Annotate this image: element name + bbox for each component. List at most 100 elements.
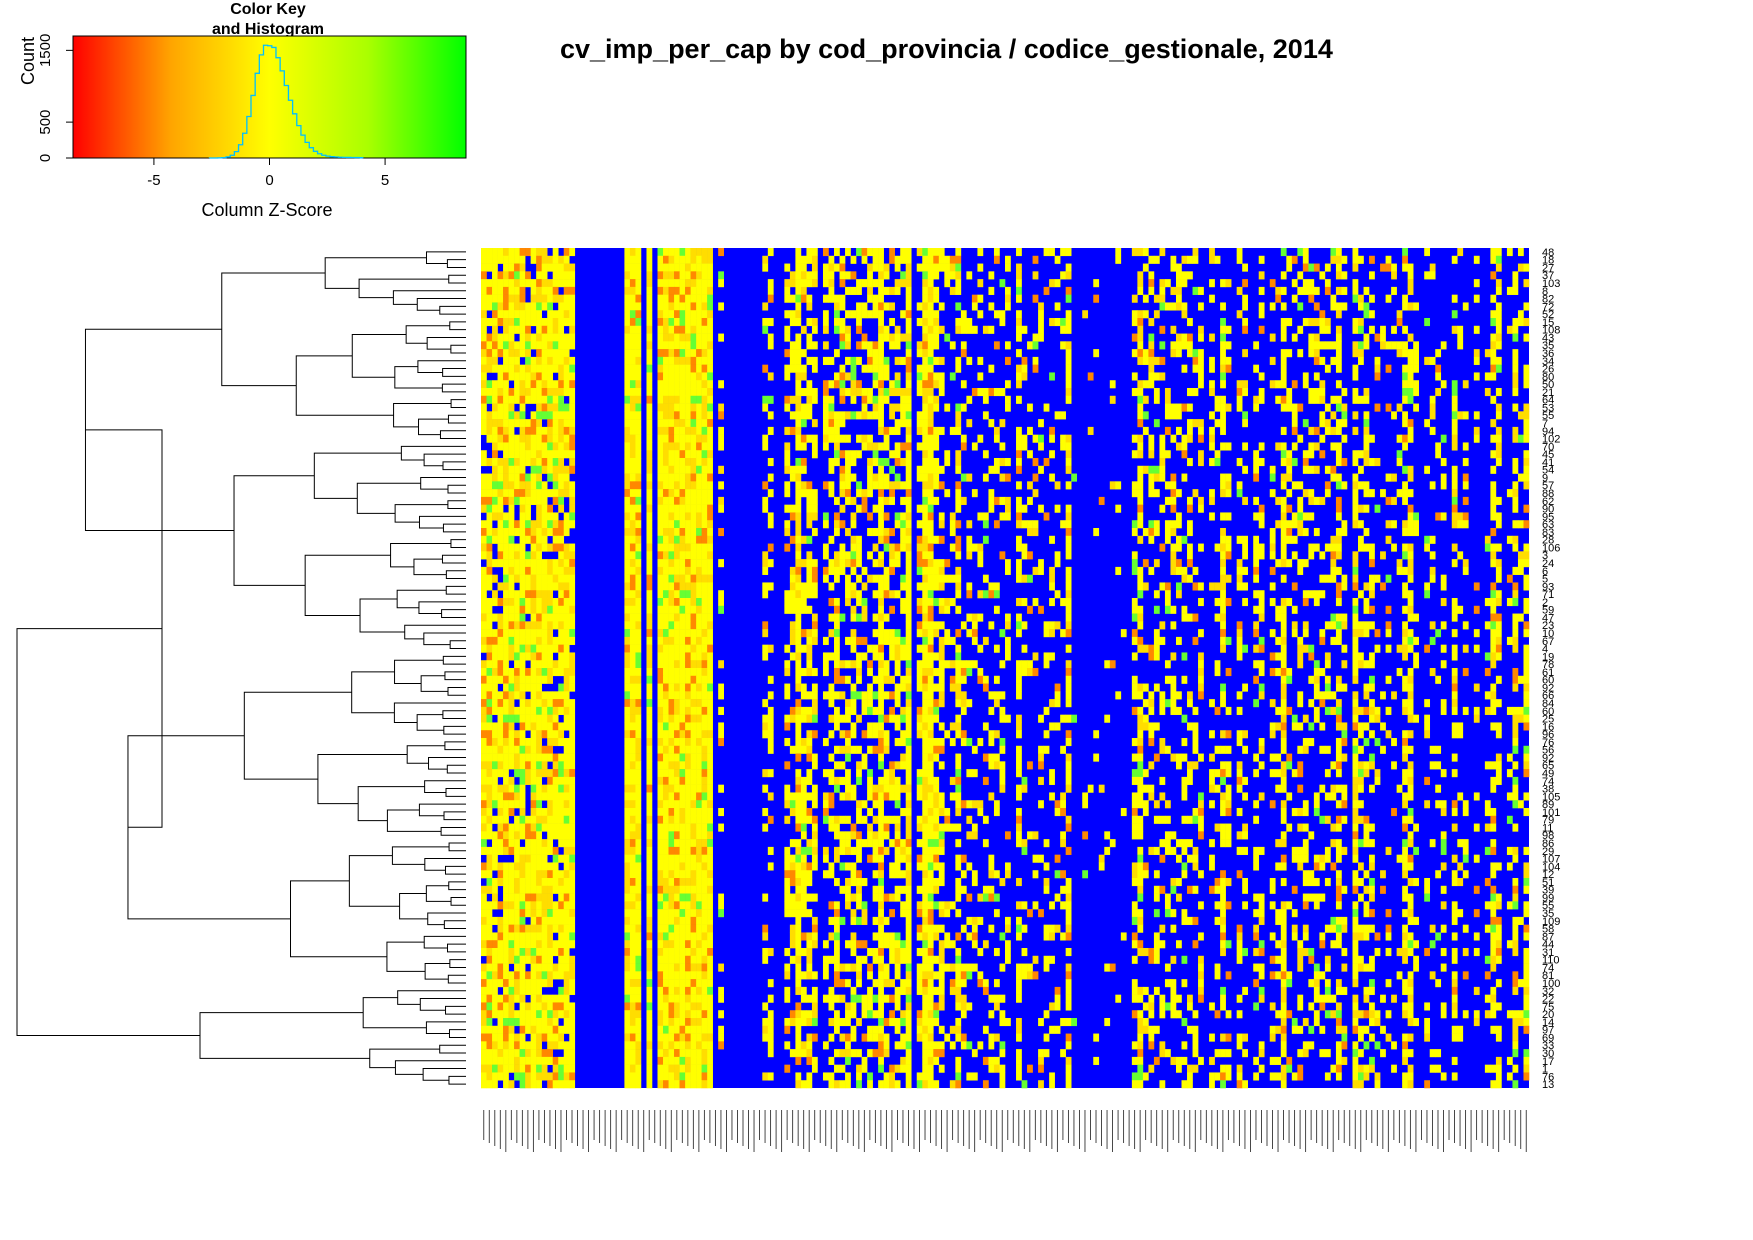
heatmap-cell [663,636,669,645]
heatmap-cell [552,481,559,490]
heatmap-cell [1335,426,1342,435]
heatmap-cell [1170,411,1177,420]
heatmap-cell [1490,652,1497,661]
heatmap-cell [1512,714,1519,723]
heatmap-cell [558,450,565,459]
heatmap-cell [1330,706,1337,715]
heatmap-cell [547,559,554,568]
heatmap-cell [1407,434,1414,443]
heatmap-cell [1313,349,1320,358]
heatmap-cell [530,660,537,669]
heatmap-cell [944,660,951,669]
heatmap-cell [1352,325,1359,334]
heatmap-cell [1330,574,1337,583]
heatmap-cell [878,349,884,358]
heatmap-cell [547,419,554,428]
heatmap-cell [1236,636,1243,645]
heatmap-cell [867,574,873,583]
heatmap-cell [795,442,802,451]
heatmap-cell [503,318,509,327]
heatmap-cell [1148,450,1155,459]
heatmap-cell [1175,286,1182,295]
heatmap-cell [867,442,873,451]
heatmap-cell [1054,411,1061,420]
heatmap-cell [1187,722,1193,731]
heatmap-cell [1517,559,1524,568]
heatmap-cell [701,294,708,303]
heatmap-cell [1253,551,1260,560]
heatmap-cell [822,310,829,319]
heatmap-cell [762,481,769,490]
heatmap-cell [977,551,984,560]
heatmap-cell [1181,566,1188,575]
heatmap-cell [696,489,702,498]
color-key-x-tick-label: 5 [381,172,389,189]
heatmap-cell [646,598,653,607]
heatmap-cell [867,683,873,692]
heatmap-cell [552,636,559,645]
heatmap-cell [762,496,769,505]
heatmap-cell [508,411,515,420]
heatmap-cell [1005,496,1011,505]
heatmap-cell [569,738,576,747]
heatmap-cell [668,512,675,521]
heatmap-cell [525,520,531,529]
heatmap-cell [800,598,807,607]
heatmap-cell [492,248,498,257]
heatmap-cell [679,496,686,505]
heatmap-cell [635,442,642,451]
heatmap-cell [563,675,570,684]
heatmap-cell [1187,574,1193,583]
heatmap-cell [1043,512,1050,521]
heatmap-cell [905,574,912,583]
heatmap-cell [1462,706,1469,715]
heatmap-cell [1005,286,1011,295]
heatmap-cell [795,512,802,521]
heatmap-cell [536,683,542,692]
heatmap-cell [486,706,493,715]
heatmap-cell [955,489,962,498]
heatmap-cell [629,263,636,272]
heatmap-cell [657,333,664,342]
heatmap-cell [971,636,978,645]
heatmap-cell [492,325,498,334]
heatmap-cell [1440,341,1447,350]
heatmap-cell [674,528,680,537]
heatmap-cell [966,551,973,560]
heatmap-cell [789,574,796,583]
heatmap-cell [663,489,669,498]
heatmap-cell [1198,582,1204,591]
heatmap-cell [685,356,691,365]
heatmap-cell [530,683,537,692]
heatmap-cell [685,442,691,451]
heatmap-cell [674,411,680,420]
heatmap-cell [541,675,548,684]
heatmap-cell [690,255,697,264]
heatmap-cell [481,706,487,715]
heatmap-cell [1109,380,1116,389]
heatmap-cell [679,426,686,435]
heatmap-cell [1495,302,1502,311]
heatmap-cell [839,318,846,327]
heatmap-cell [569,380,576,389]
heatmap-cell [547,473,554,482]
heatmap-cell [1198,496,1204,505]
heatmap-cell [916,668,923,677]
heatmap-cell [1402,621,1408,630]
heatmap-cell [514,302,520,311]
heatmap-cell [922,388,929,397]
heatmap-cell [982,574,989,583]
heatmap-cell [999,629,1006,638]
heatmap-cell [856,543,862,552]
heatmap-cell [1209,458,1215,467]
heatmap-cell [1225,356,1232,365]
heatmap-cell [828,566,835,575]
heatmap-cell [657,644,664,653]
heatmap-cell [905,722,912,731]
heatmap-cell [503,520,509,529]
heatmap-cell [894,520,901,529]
heatmap-cell [486,636,493,645]
heatmap-cell [1131,349,1138,358]
heatmap-cell [685,660,691,669]
